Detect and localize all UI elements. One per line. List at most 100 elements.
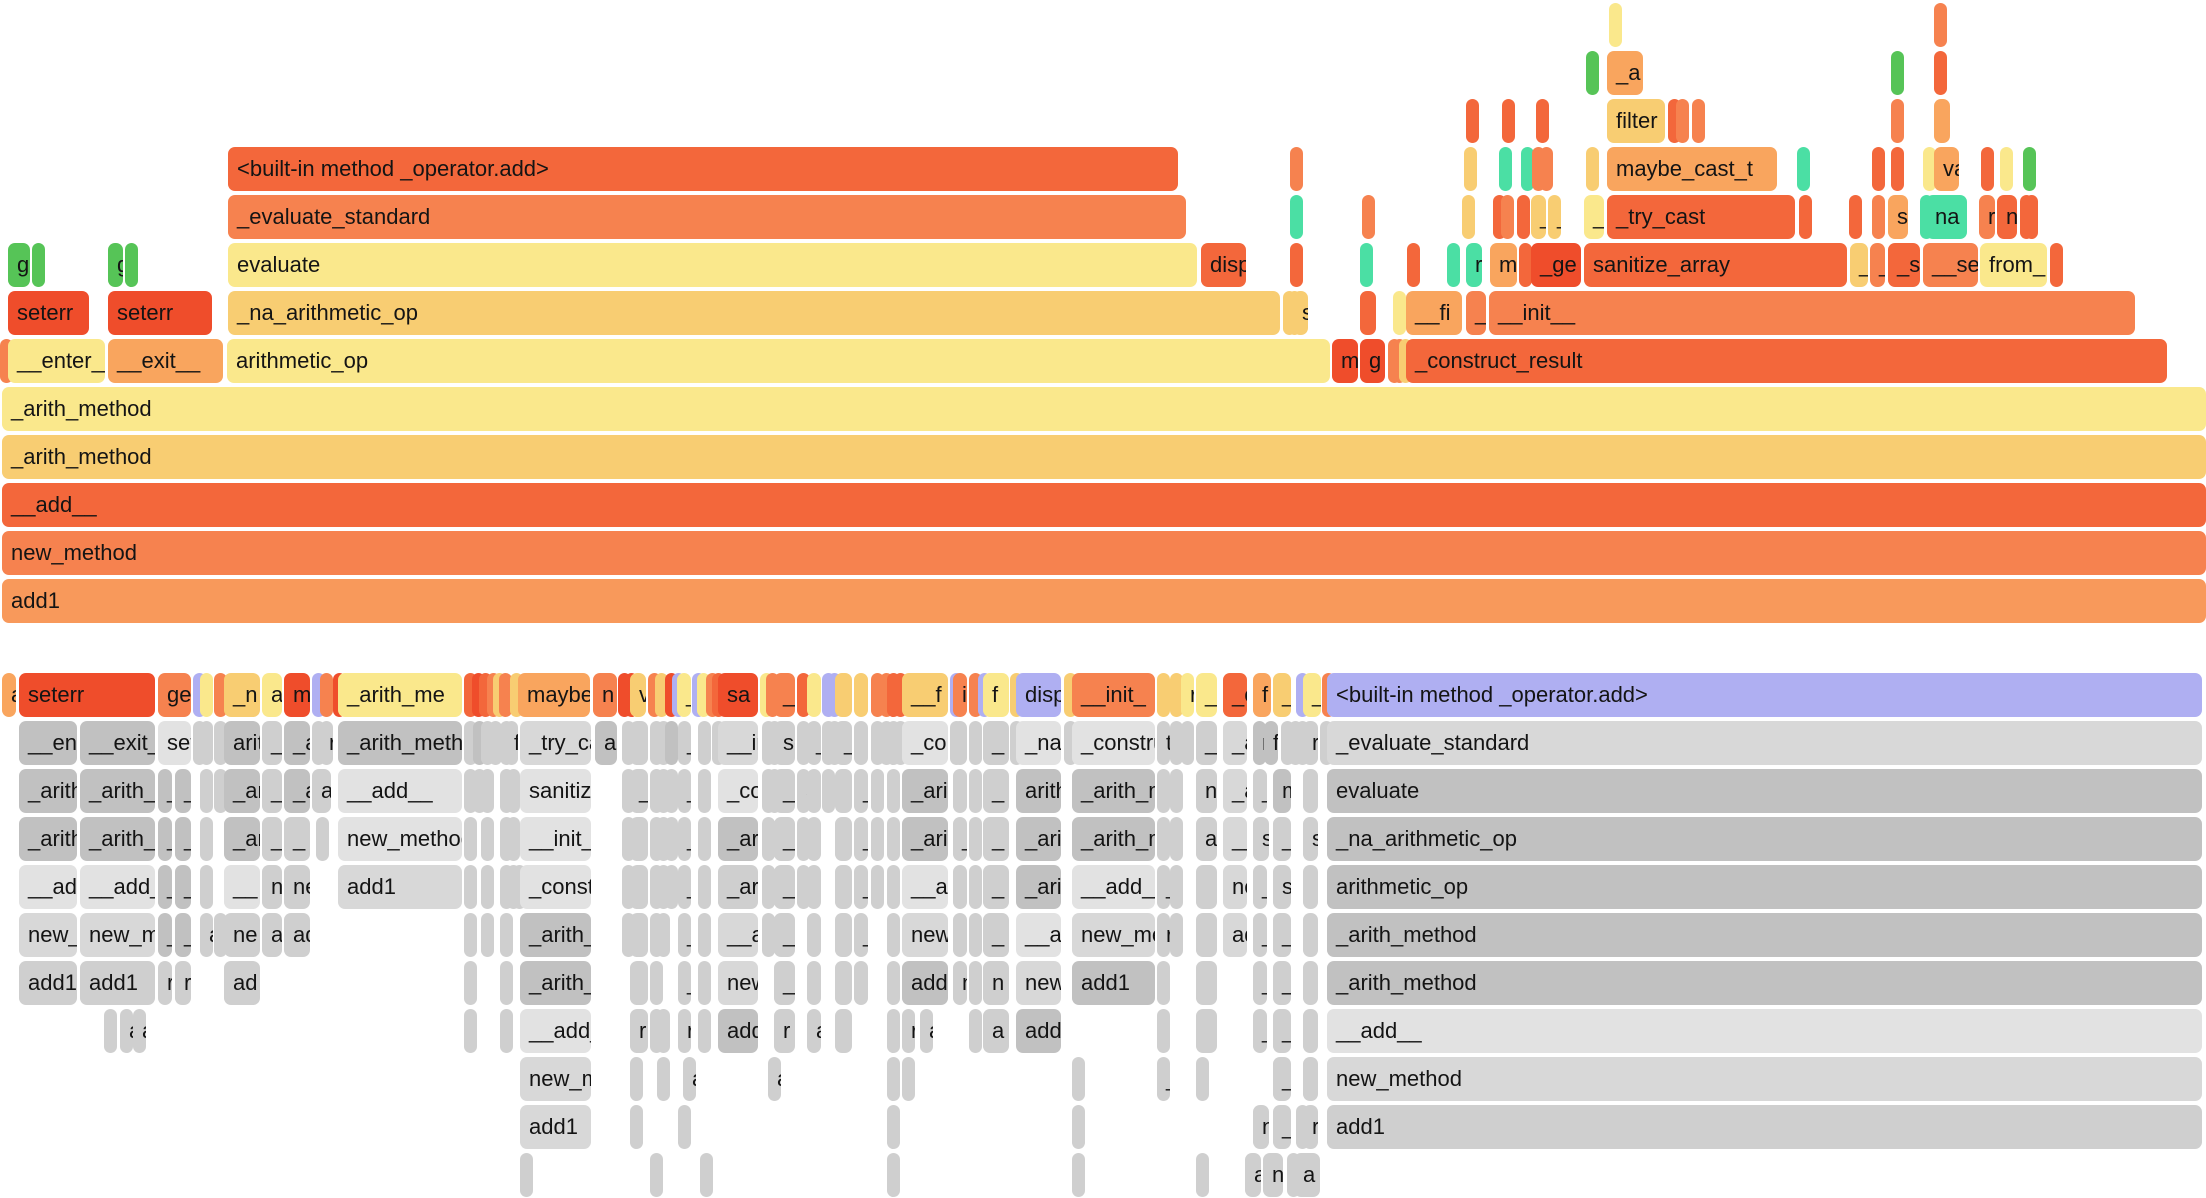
frame-sliver[interactable] [1290, 243, 1303, 287]
frame-n[interactable]: n [262, 865, 282, 909]
frame-sliver[interactable] [630, 865, 648, 909]
frame-a[interactable]: a [683, 1057, 696, 1101]
frame-disp[interactable]: disp [1201, 243, 1246, 287]
frame-sliver[interactable] [2000, 147, 2013, 191]
frame-r[interactable]: r [678, 1009, 691, 1053]
frame-f[interactable]: f [983, 673, 1009, 717]
frame-sliver[interactable] [1303, 865, 1318, 909]
frame-arithmetic-op[interactable]: arithmetic_op [1327, 865, 2202, 909]
frame-[interactable]: _ [1273, 961, 1291, 1005]
frame-sliver[interactable] [1181, 721, 1194, 765]
frame-add1[interactable]: add1 [520, 1105, 591, 1149]
frame-sliver[interactable] [762, 913, 775, 957]
frame-ge[interactable]: _ge [1531, 243, 1581, 287]
frame-sliver[interactable] [1072, 1153, 1085, 1197]
frame-sliver[interactable] [1157, 961, 1170, 1005]
frame-sliver[interactable] [630, 1057, 643, 1101]
frame-construct-result[interactable]: _construct_result [902, 721, 948, 765]
frame-sliver[interactable] [630, 913, 648, 957]
frame-arith-method[interactable]: _arith_method [1327, 961, 2202, 1005]
frame-[interactable]: _ [1531, 195, 1546, 239]
frame-sliver[interactable] [1447, 243, 1460, 287]
frame-sliver[interactable] [1196, 865, 1217, 909]
frame-sliver[interactable] [698, 769, 711, 813]
frame-sliver[interactable] [953, 913, 967, 957]
frame-sliver[interactable] [1536, 99, 1549, 143]
frame-sliver[interactable] [1981, 147, 1994, 191]
frame-sliver[interactable] [807, 769, 821, 813]
frame-arith-method[interactable]: _arith_method [224, 817, 260, 861]
frame-from[interactable]: from_ [1980, 243, 2047, 287]
frame-filter[interactable]: filter [1607, 99, 1665, 143]
frame-sliver[interactable] [1362, 195, 1375, 239]
frame-na-arithmetic-op[interactable]: _na_arithmetic_op [1016, 721, 1061, 765]
frame-arith-method[interactable]: _arith_method [718, 817, 758, 861]
frame-sliver[interactable] [665, 865, 678, 909]
frame-r[interactable]: r [774, 1009, 795, 1053]
frame-seterr[interactable]: seterr [774, 721, 795, 765]
frame-[interactable]: _ [983, 913, 1009, 957]
frame-sliver[interactable] [698, 817, 711, 861]
frame-sliver[interactable] [1934, 3, 1947, 47]
frame-a[interactable]: a [2, 673, 16, 717]
frame-r[interactable]: r [1979, 195, 1995, 239]
frame-[interactable]: _ [854, 817, 868, 861]
frame-sliver[interactable] [481, 865, 494, 909]
frame-new-method[interactable]: new_method [1016, 961, 1061, 1005]
frame-sliver[interactable] [797, 817, 810, 861]
frame-new-method[interactable]: new_method [80, 913, 155, 957]
frame-[interactable]: _ [1303, 673, 1321, 717]
frame-sanitize-array[interactable]: sanitize_array [520, 769, 591, 813]
frame-add1[interactable]: add1 [338, 865, 462, 909]
frame-[interactable]: _ [774, 961, 795, 1005]
frame-r[interactable]: r [1157, 913, 1170, 957]
frame-sliver[interactable] [969, 721, 982, 765]
frame-sliver[interactable] [969, 865, 982, 909]
frame-s[interactable]: s [1303, 817, 1318, 861]
frame-sliver[interactable] [1290, 147, 1303, 191]
frame-sliver[interactable] [1360, 291, 1376, 335]
frame-c[interactable]: _c [1223, 673, 1247, 717]
frame-sliver[interactable] [1196, 1057, 1209, 1101]
frame-[interactable]: _ [854, 865, 868, 909]
frame-sliver[interactable] [32, 243, 45, 287]
frame-na[interactable]: na [1926, 195, 1967, 239]
frame-sliver[interactable] [887, 1009, 900, 1053]
frame-se[interactable]: __se [1923, 243, 1978, 287]
frame-sliver[interactable] [665, 817, 678, 861]
frame-arith-method[interactable]: _arith_method [1072, 769, 1155, 813]
frame-sliver[interactable] [887, 1153, 900, 1197]
frame-[interactable]: _ [1157, 1057, 1170, 1101]
frame-sliver[interactable] [854, 961, 868, 1005]
frame-sliver[interactable] [1170, 865, 1183, 909]
frame-sliver[interactable] [887, 769, 900, 813]
frame-[interactable]: _ [953, 817, 967, 861]
frame-sliver[interactable] [1290, 195, 1303, 239]
frame-arith-method[interactable]: _arith_method [718, 865, 758, 909]
frame-arith-method[interactable]: _arith_method [520, 961, 591, 1005]
frame-a[interactable]: a [262, 913, 282, 957]
frame-arith-method[interactable]: _arith_method [2, 435, 2206, 479]
frame-[interactable]: _ [983, 769, 1009, 813]
frame-sliver[interactable] [1170, 769, 1183, 813]
frame-a[interactable]: a [133, 1009, 146, 1053]
frame-sliver[interactable] [630, 1105, 643, 1149]
frame-sliver[interactable] [797, 673, 810, 717]
frame-new-method[interactable]: new_method [1327, 1057, 2202, 1101]
frame-sliver[interactable] [630, 961, 648, 1005]
frame-g[interactable]: g [8, 243, 30, 287]
frame-sliver[interactable] [835, 913, 852, 957]
frame-sliver[interactable] [835, 769, 852, 813]
frame-[interactable]: _ [262, 769, 282, 813]
frame-[interactable]: _ [262, 721, 282, 765]
frame-[interactable]: _ [158, 865, 172, 909]
frame-new-method[interactable]: new_method [338, 817, 462, 861]
frame-sliver[interactable] [698, 1009, 711, 1053]
frame-sliver[interactable] [969, 961, 982, 1005]
frame-sliver[interactable] [1692, 99, 1705, 143]
frame-sliver[interactable] [316, 817, 329, 861]
frame-built-in-method-operator-add[interactable]: <built-in method _operator.add> [228, 147, 1178, 191]
frame-sliver[interactable] [1609, 3, 1622, 47]
frame-sliver[interactable] [1170, 721, 1183, 765]
frame-arith-me[interactable]: _arith_me [338, 673, 462, 717]
